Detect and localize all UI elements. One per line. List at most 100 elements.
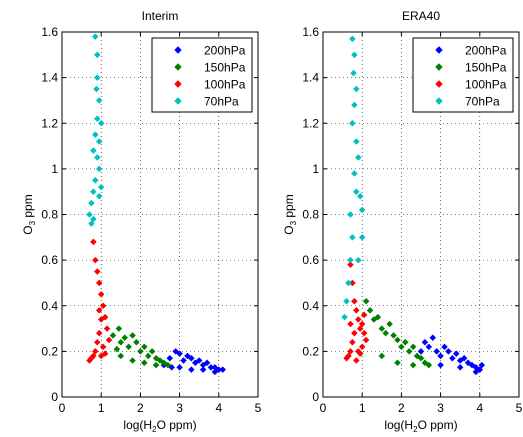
- data-point: [358, 343, 366, 351]
- data-point: [144, 352, 152, 360]
- y-axis-label-tail: ppm: [282, 194, 296, 221]
- y-tick-label: 0: [312, 390, 319, 404]
- legend-box: [412, 37, 514, 113]
- y-tick-label: 0.8: [302, 208, 319, 222]
- data-point: [429, 334, 437, 342]
- data-point: [472, 368, 480, 376]
- x-tick-label: 2: [398, 401, 405, 415]
- data-point: [91, 33, 99, 40]
- data-point: [90, 238, 97, 246]
- y-tick-label: 0.4: [302, 299, 319, 313]
- data-point: [360, 329, 368, 337]
- data-point: [95, 138, 103, 145]
- data-point: [349, 119, 356, 127]
- legend-entry: 150hPa: [174, 61, 246, 75]
- series-100hPa: [86, 238, 113, 364]
- data-point: [91, 256, 99, 264]
- data-point: [347, 256, 354, 264]
- data-point: [347, 261, 354, 269]
- data-marks: [341, 35, 486, 376]
- data-point: [390, 332, 397, 339]
- y-tick-label: 1.6: [41, 25, 58, 39]
- x-axis-label-tail: O ppm): [418, 418, 458, 432]
- panel-interim: 0 1 2 3 4 5 0 0.2 0.4 0.6 0.8 1 1.2 1.4 1.6 Interim lo…: [21, 9, 262, 434]
- data-point: [95, 192, 103, 200]
- data-point: [394, 336, 401, 344]
- legend-entry: 200hPa: [435, 44, 507, 58]
- data-point: [409, 361, 417, 369]
- data-point: [478, 361, 486, 369]
- chart-title: Interim: [142, 9, 179, 23]
- data-point: [425, 361, 433, 369]
- y-tick-label: 0.4: [41, 299, 58, 313]
- data-point: [358, 320, 366, 328]
- y-tick-label: 0: [51, 390, 58, 404]
- data-point: [347, 211, 354, 218]
- data-point: [176, 350, 183, 358]
- data-point: [437, 361, 444, 369]
- x-axis-label-main: log(H: [123, 418, 152, 432]
- data-point: [105, 336, 113, 344]
- data-point: [90, 147, 97, 154]
- data-point: [129, 332, 136, 339]
- data-point: [347, 320, 354, 328]
- data-point: [93, 85, 100, 93]
- data-point: [103, 325, 111, 332]
- y-axis-label-subscript: 3: [289, 220, 298, 225]
- data-point: [394, 359, 401, 367]
- data-point: [349, 35, 356, 43]
- legend-label: 70hPa: [204, 95, 239, 109]
- tick-labels: 0 1 2 3 4 5 0 0.2 0.4 0.6 0.8 1 1.2 1.4 1.6: [302, 25, 522, 415]
- x-tick-label: 1: [98, 401, 105, 415]
- data-point: [445, 348, 452, 355]
- data-point: [86, 357, 93, 364]
- x-tick-label: 3: [437, 401, 444, 415]
- data-point: [91, 131, 99, 139]
- data-point: [362, 336, 370, 344]
- data-point: [109, 332, 117, 339]
- data-point: [351, 170, 358, 177]
- data-point: [95, 97, 103, 104]
- data-point: [358, 233, 366, 241]
- data-point: [164, 361, 172, 369]
- data-point: [97, 352, 105, 360]
- legend-entry: 70hPa: [174, 95, 239, 109]
- data-point: [90, 215, 97, 223]
- series-70hPa: [86, 33, 105, 227]
- data-point: [362, 297, 370, 305]
- data-point: [140, 359, 148, 367]
- data-point: [425, 343, 433, 351]
- x-axis-label: log(H2O ppm): [123, 418, 196, 434]
- data-point: [137, 348, 144, 355]
- data-point: [433, 348, 441, 355]
- data-point: [352, 306, 360, 314]
- chart-title: ERA40: [402, 9, 440, 23]
- y-tick-label: 0.8: [41, 208, 58, 222]
- series-150hPa: [362, 297, 433, 369]
- data-point: [349, 338, 356, 346]
- y-tick-label: 1: [312, 162, 319, 176]
- legend-entry: 70hPa: [435, 95, 500, 109]
- data-point: [125, 343, 132, 351]
- data-point: [86, 211, 93, 218]
- data-point: [354, 154, 362, 161]
- y-axis-label-subscript: 3: [28, 220, 37, 225]
- data-point: [441, 343, 448, 351]
- x-tick-label: 2: [137, 401, 144, 415]
- x-tick-label: 5: [255, 401, 262, 415]
- x-axis-label-subscript: 2: [152, 425, 157, 434]
- data-point: [188, 354, 195, 362]
- x-tick-label: 0: [59, 401, 66, 415]
- data-point: [398, 343, 405, 351]
- legend: 200hPa 150hPa 100hPa 70hPa: [412, 37, 514, 113]
- x-axis-label-tail: O ppm): [157, 418, 197, 432]
- data-point: [129, 357, 136, 364]
- x-tick-label: 4: [476, 401, 483, 415]
- data-point: [195, 357, 203, 364]
- data-point: [351, 329, 358, 337]
- legend-marker: [174, 46, 182, 54]
- data-point: [356, 350, 364, 358]
- data-point: [345, 279, 352, 287]
- data-point: [449, 354, 456, 362]
- data-point: [351, 101, 358, 109]
